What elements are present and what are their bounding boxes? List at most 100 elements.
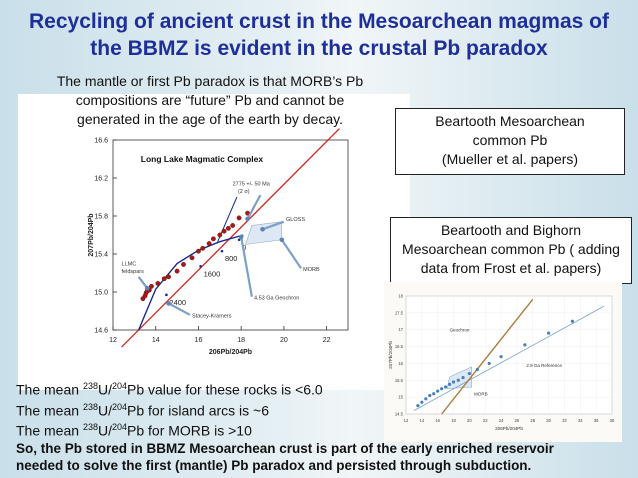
inset-data-point: [416, 403, 420, 408]
inset-data-point: [424, 397, 428, 401]
inset-x-tick-label: 34: [578, 418, 583, 423]
feldspar-arrow-head: [144, 285, 150, 291]
paradox-note: The mantle or first Pb paradox is that M…: [20, 72, 400, 129]
pb-chart-long-lake: 12 14 16 18 20 22 14.6 15.0 15.4 15.8 16.2 16.6 206P…: [88, 128, 349, 356]
mean-morb-line: The mean 238U/204Pb for MORB is >10: [16, 422, 252, 439]
inset-y-tick-label: 15.5: [395, 378, 404, 383]
data-point: [149, 283, 154, 289]
callout-bighorn-line1: Beartooth and Bighorn: [440, 222, 582, 238]
data-point: [181, 262, 186, 267]
inset-x-tick-label: 20: [467, 418, 472, 423]
x-tick-label: 18: [237, 337, 245, 344]
llmc-label: LLMC: [122, 261, 137, 267]
y-tick-label: 15.4: [94, 252, 108, 259]
callout-beartooth-line1: Beartooth Mesoarchean: [435, 113, 585, 129]
inset-morb-label: MORB: [474, 391, 488, 396]
inset-data-point: [444, 385, 448, 389]
morb-arrow-head: [279, 237, 285, 243]
model-age-label: 1600: [204, 269, 221, 278]
mean-rocks-line: The mean 238U/204Pb value for these rock…: [16, 381, 323, 398]
conclusion-line1: So, the Pb stored in BBMZ Mesoarchean cr…: [16, 440, 554, 456]
morb-arrow: [280, 239, 302, 269]
y-tick-label: 16.2: [94, 176, 108, 183]
inset-y-tick-label: 14.5: [395, 412, 404, 417]
y-tick-label: 15.8: [94, 214, 108, 221]
inset-data-point: [436, 389, 440, 393]
model-age-point: [220, 249, 224, 253]
inset-data-point: [487, 361, 491, 366]
age-arrow: [246, 194, 262, 220]
data-point: [217, 232, 223, 238]
model-age-label: 2400: [169, 298, 186, 307]
data-point: [200, 245, 206, 251]
data-point: [206, 241, 212, 246]
inset-data-point: [523, 343, 527, 347]
data-point: [236, 215, 242, 221]
inset-data-point: [461, 375, 465, 380]
age-annotation: 2775 +/- 50 Ma: [233, 182, 271, 188]
stacey-arrow-head: [166, 301, 171, 306]
inset-x-tick-label: 36: [594, 418, 599, 423]
bottom-text: The mean 238U/204Pb value for these rock…: [16, 378, 554, 474]
paradox-note-line3: generated in the age of the earth by dec…: [77, 111, 343, 127]
chart-panel-main: 12 14 16 18 20 22 14.6 15.0 15.4 15.8 16.2 16.6 206P…: [18, 94, 410, 390]
inset-x-tick-label: 38: [610, 418, 615, 423]
inset-y-tick-label: 16: [398, 361, 403, 366]
data-point: [155, 281, 161, 286]
inset-plot-frame: [405, 295, 613, 415]
inset-data-point: [547, 331, 551, 335]
feldspars-label: feldspars: [122, 269, 145, 275]
y-tick-label: 16.6: [94, 138, 108, 145]
inset-data-point: [475, 367, 479, 372]
inset-x-tick-label: 16: [435, 418, 440, 423]
age-uncertainty: (2 σ): [238, 189, 250, 195]
conclusion-line2: needed to solve the first (mantle) Pb pa…: [16, 457, 532, 473]
data-point: [221, 228, 227, 234]
callout-bighorn-line2: Mesoarchean common Pb ( adding: [402, 241, 620, 257]
plot-frame: [112, 139, 349, 331]
inset-data-point: [456, 378, 460, 382]
inset-data-point: [499, 355, 503, 359]
paradox-note-line1: The mantle or first Pb paradox is that M…: [56, 73, 364, 89]
inset-y-tick-label: 16.5: [395, 344, 404, 349]
callout-beartooth: Beartooth Mesoarchean common Pb (Mueller…: [395, 108, 625, 175]
x-tick-label: 14: [152, 337, 160, 344]
slide-title-line1: Recycling of ancient crust in the Mesoar…: [29, 10, 609, 33]
gloss-label: GLOSS: [286, 217, 305, 223]
inset-data-point: [447, 382, 452, 386]
inset-x-tick-label: 22: [483, 418, 488, 423]
x-axis-label: 206Pb/204Pb: [209, 349, 252, 356]
data-point: [166, 274, 171, 280]
geochron-label: 4.53 Ga Geochron: [254, 296, 299, 302]
gloss-arrow: [262, 220, 285, 231]
y-tick-label: 15.0: [94, 290, 108, 297]
data-point: [225, 225, 231, 231]
data-point: [211, 236, 216, 242]
stacey-arrow: [168, 302, 191, 316]
inset-data-point: [428, 393, 432, 398]
y-axis-label: 207Pb/204Pb: [88, 213, 95, 256]
inset-data-point: [451, 380, 456, 384]
inset-x-tick-label: 28: [530, 418, 535, 423]
model-age-point: [237, 238, 241, 242]
inset-data-point: [570, 319, 574, 323]
slide-title-line2: the BBMZ is evident in the crustal Pb pa…: [90, 37, 548, 60]
inset-y-tick-label: 17.5: [395, 310, 404, 315]
inset-geochron-line: [441, 298, 534, 415]
inset-y-axis-label: 207Pb/204Pb: [388, 341, 393, 369]
geochron-arrow: [240, 236, 253, 297]
inset-x-tick-label: 32: [562, 418, 567, 423]
inset-x-tick-label: 14: [420, 418, 425, 423]
stacey-kramers-label: Stacey-Kramers: [192, 314, 232, 320]
isochron-line: [121, 128, 340, 348]
mean-arcs-line: The mean 238U/204Pb for island arcs is ~…: [16, 401, 270, 419]
inset-x-tick-label: 24: [499, 418, 504, 423]
x-tick-label: 16: [195, 337, 203, 344]
x-tick-label: 12: [109, 337, 117, 344]
x-tick-label: 22: [323, 337, 331, 344]
data-point: [196, 248, 201, 254]
model-age-label: 800: [225, 254, 238, 263]
callout-beartooth-line2: common Pb: [472, 132, 548, 148]
gloss-arrow-head: [260, 227, 265, 232]
data-point: [230, 223, 236, 228]
